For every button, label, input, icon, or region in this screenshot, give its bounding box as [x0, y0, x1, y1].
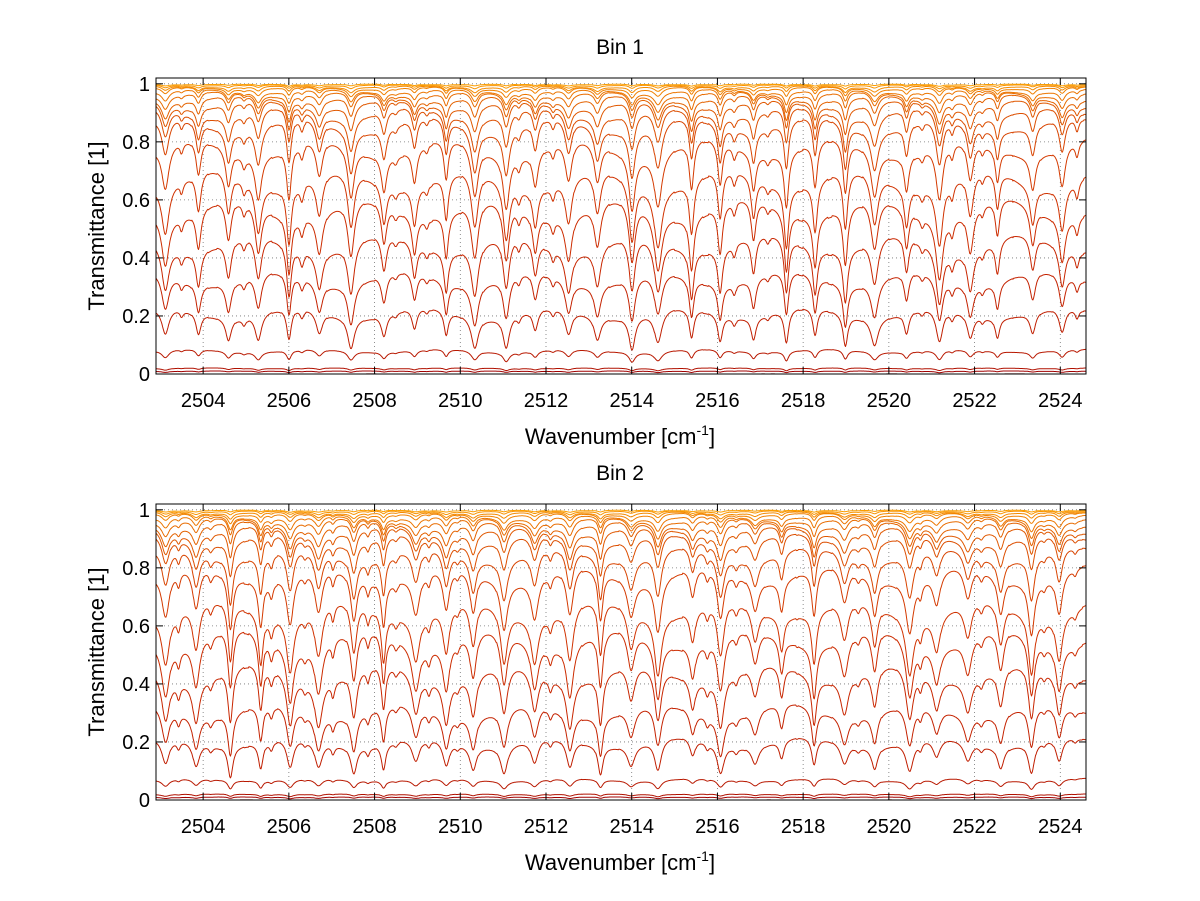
y-axis-label: Transmittance [1]	[84, 567, 109, 736]
x-axis-label: Wavenumber [cm-1]	[525, 422, 715, 449]
series-group	[155, 83, 1087, 375]
ticks: 2504 2506 2508 2510 2512 2514 2516 2518 2520 2522…	[122, 500, 1086, 838]
y-tick-label: 0.8	[122, 132, 150, 154]
subplot-bin-2: Bin 2 2504 2506 2508 2510 2512 2514 2516 2518 25…	[84, 462, 1087, 875]
chart-title: Bin 2	[596, 462, 644, 485]
y-axis-label: Transmittance [1]	[84, 141, 109, 310]
series-line	[155, 91, 1087, 114]
series-line	[155, 510, 1086, 516]
axes-frame	[155, 503, 1087, 801]
series-line	[155, 666, 1086, 730]
x-axis-label-text: Wavenumber [cm	[525, 850, 697, 875]
y-tick-label: 0.6	[122, 190, 150, 212]
series-line	[155, 777, 1086, 790]
y-tick-label: 1	[139, 74, 150, 96]
series-line	[155, 521, 1087, 550]
series-line	[155, 94, 1087, 125]
x-tick-label: 2520	[867, 816, 912, 838]
x-axis-label: Wavenumber [cm-1]	[525, 848, 715, 875]
series-line	[155, 84, 1086, 90]
x-axis-label-sup: -1	[697, 422, 710, 438]
x-tick-label: 2510	[438, 390, 483, 412]
series-line	[155, 527, 1087, 561]
series-line	[155, 139, 1087, 212]
y-tick-label: 1	[139, 500, 150, 522]
x-tick-label: 2516	[695, 816, 740, 838]
x-tick-label: 2522	[952, 390, 997, 412]
series-line	[155, 512, 1087, 525]
series-line	[155, 533, 1087, 578]
x-axis-label-text: Wavenumber [cm	[525, 424, 697, 449]
y-tick-label: 0.2	[122, 732, 150, 754]
x-tick-label: 2504	[181, 390, 226, 412]
series-line	[156, 83, 1086, 87]
x-axis-label-sup: -1	[697, 848, 710, 864]
series-line	[155, 89, 1087, 106]
x-tick-label: 2524	[1038, 390, 1083, 412]
grid	[156, 78, 1086, 374]
series-line	[155, 518, 1087, 540]
y-tick-label: 0.2	[122, 306, 150, 328]
x-tick-label: 2504	[181, 816, 226, 838]
series-line	[155, 308, 1087, 351]
series-line	[155, 738, 1087, 779]
series-line	[155, 514, 1086, 533]
series-line	[155, 100, 1086, 136]
x-tick-label: 2508	[352, 816, 397, 838]
series-line	[156, 367, 1086, 372]
series-line	[155, 200, 1087, 281]
series-line	[155, 348, 1086, 363]
y-tick-label: 0	[139, 364, 150, 386]
y-tick-label: 0.8	[122, 558, 150, 580]
x-tick-label: 2512	[524, 390, 569, 412]
x-axis-label-end: ]	[709, 424, 715, 449]
series-group	[155, 509, 1087, 801]
series-line	[156, 370, 1086, 374]
series-line	[155, 273, 1087, 328]
ticks: 2504 2506 2508 2510 2512 2514 2516 2518 2520 2522…	[122, 74, 1086, 412]
series-line	[156, 509, 1086, 513]
x-tick-label: 2516	[695, 390, 740, 412]
x-tick-label: 2512	[524, 816, 569, 838]
series-line	[155, 565, 1087, 637]
x-tick-label: 2510	[438, 816, 483, 838]
series-line	[155, 704, 1087, 758]
y-tick-label: 0	[139, 790, 150, 812]
series-line	[155, 796, 1086, 800]
y-tick-label: 0.4	[122, 674, 150, 696]
series-line	[155, 173, 1087, 250]
y-tick-label: 0.6	[122, 616, 150, 638]
x-tick-label: 2514	[609, 816, 654, 838]
series-line	[155, 793, 1086, 798]
series-line	[155, 118, 1086, 179]
x-tick-label: 2506	[267, 390, 312, 412]
x-tick-label: 2506	[267, 816, 312, 838]
series-line	[155, 236, 1087, 306]
series-line	[155, 86, 1086, 99]
chart-title: Bin 1	[596, 36, 644, 59]
series-line	[155, 631, 1087, 704]
x-axis-label-end: ]	[709, 850, 715, 875]
series-line	[155, 108, 1087, 153]
x-tick-label: 2520	[867, 390, 912, 412]
x-tick-label: 2508	[352, 390, 397, 412]
x-tick-label: 2522	[952, 816, 997, 838]
series-line	[155, 547, 1087, 606]
series-line	[155, 85, 1086, 94]
subplot-bin-1: Bin 1 2504 2506 2508 2510 2512 2514 2516 2518 25…	[84, 36, 1087, 449]
x-tick-label: 2524	[1038, 816, 1083, 838]
y-tick-label: 0.4	[122, 248, 150, 270]
series-line	[155, 511, 1086, 520]
x-tick-label: 2518	[781, 816, 826, 838]
axes-frame	[155, 77, 1087, 375]
x-tick-label: 2514	[609, 390, 654, 412]
x-tick-label: 2518	[781, 390, 826, 412]
series-line	[155, 605, 1087, 677]
